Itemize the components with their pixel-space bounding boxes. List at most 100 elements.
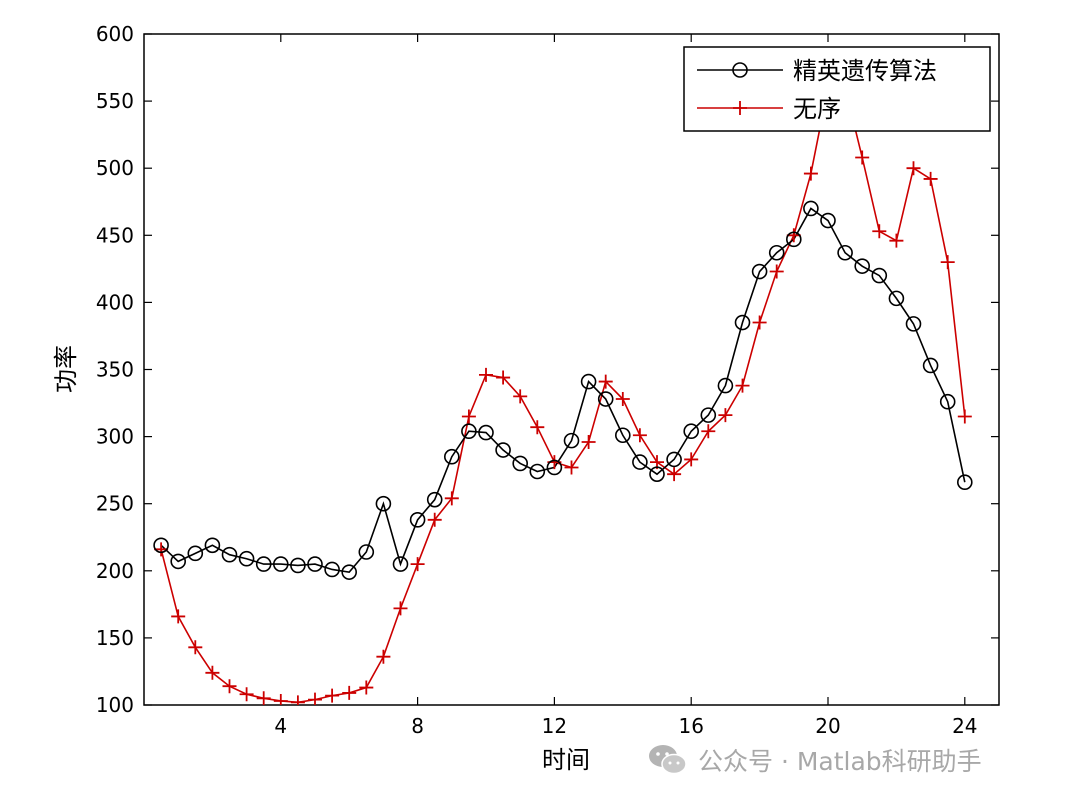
- data-point: [461, 409, 476, 424]
- data-point: [461, 423, 477, 440]
- data-point: [888, 290, 905, 307]
- legend-entry: 精英遗传算法: [697, 57, 937, 85]
- wechat-icon: [649, 745, 687, 775]
- data-point: [170, 553, 186, 570]
- data-point: [632, 454, 648, 470]
- data-point: [376, 649, 391, 664]
- data-point: [530, 420, 545, 435]
- data-point: [751, 263, 768, 280]
- series-line: [160, 207, 966, 574]
- data-point: [153, 537, 169, 554]
- data-point: [307, 556, 323, 572]
- data-point: [956, 474, 973, 491]
- data-point: [803, 166, 818, 181]
- data-point: [359, 680, 374, 695]
- data-point: [444, 491, 459, 506]
- y-tick-label: 400: [96, 290, 134, 314]
- data-point: [732, 62, 748, 78]
- data-point: [443, 448, 460, 465]
- data-point: [154, 542, 169, 557]
- data-point: [735, 378, 750, 393]
- data-point: [410, 557, 425, 572]
- data-point: [324, 561, 340, 578]
- data-point: [752, 315, 767, 330]
- series-1-markers: [153, 200, 973, 580]
- y-tick-label: 450: [96, 223, 134, 247]
- data-point: [273, 693, 288, 705]
- data-point: [854, 258, 871, 274]
- data-point: [803, 200, 819, 217]
- x-tick-label: 4: [274, 714, 287, 738]
- data-point: [632, 428, 647, 443]
- x-axis-label: 时间: [542, 746, 590, 774]
- data-point: [358, 544, 375, 560]
- data-point: [684, 452, 699, 467]
- data-point: [546, 459, 563, 476]
- data-point: [614, 427, 631, 444]
- data-point: [290, 557, 306, 574]
- data-point: [564, 460, 579, 475]
- data-point: [580, 373, 597, 390]
- data-point: [426, 491, 443, 508]
- data-point: [341, 564, 358, 580]
- data-point: [290, 695, 305, 705]
- x-tick-label: 16: [678, 714, 703, 738]
- data-point: [222, 679, 237, 694]
- data-point: [923, 171, 938, 186]
- data-point: [325, 688, 340, 703]
- data-point: [171, 609, 186, 624]
- x-tick-label: 24: [952, 714, 977, 738]
- y-tick-label: 350: [96, 358, 134, 382]
- y-tick-label: 500: [96, 156, 134, 180]
- data-point: [529, 463, 546, 480]
- data-point: [786, 228, 801, 243]
- data-point: [187, 545, 204, 562]
- data-point: [683, 423, 700, 440]
- axis-ticks: 4 8 12 16 20 24 100 150 200 250 300 350 400 450 500 550…: [96, 22, 999, 738]
- data-point: [496, 370, 511, 385]
- y-tick-label: 200: [96, 559, 134, 583]
- data-point: [393, 601, 408, 616]
- data-point: [700, 407, 717, 423]
- data-point: [785, 231, 802, 248]
- data-point: [957, 409, 972, 424]
- data-point: [205, 665, 220, 680]
- data-point: [221, 546, 238, 563]
- data-point: [342, 685, 357, 700]
- data-point: [204, 537, 221, 554]
- data-point: [375, 495, 392, 512]
- data-point: [769, 264, 784, 279]
- data-point: [478, 424, 494, 441]
- data-point: [479, 367, 493, 382]
- data-point: [512, 455, 529, 472]
- y-tick-label: 600: [96, 22, 134, 46]
- data-point: [905, 316, 922, 332]
- data-point: [649, 466, 665, 482]
- data-point: [940, 255, 955, 270]
- y-tick-label: 250: [96, 492, 134, 516]
- data-point: [255, 556, 272, 572]
- legend-box: [683, 46, 991, 132]
- data-point: [272, 556, 289, 572]
- data-point: [717, 377, 734, 394]
- legend-entry: 无序: [697, 95, 841, 123]
- data-point: [922, 357, 939, 374]
- data-point: [392, 556, 409, 572]
- legend-label: 精英遗传算法: [793, 57, 937, 85]
- data-point: [820, 212, 836, 229]
- legend-label: 无序: [793, 95, 841, 123]
- data-point: [718, 408, 733, 423]
- data-point: [598, 374, 613, 389]
- data-point: [889, 233, 904, 248]
- y-tick-label: 300: [96, 425, 134, 449]
- x-tick-label: 20: [815, 714, 840, 738]
- data-point: [188, 640, 203, 655]
- data-point: [513, 389, 528, 404]
- data-point: [238, 550, 255, 567]
- data-point: [733, 101, 747, 115]
- data-point: [256, 691, 271, 705]
- data-point: [667, 467, 682, 482]
- plot-area: [143, 33, 1000, 706]
